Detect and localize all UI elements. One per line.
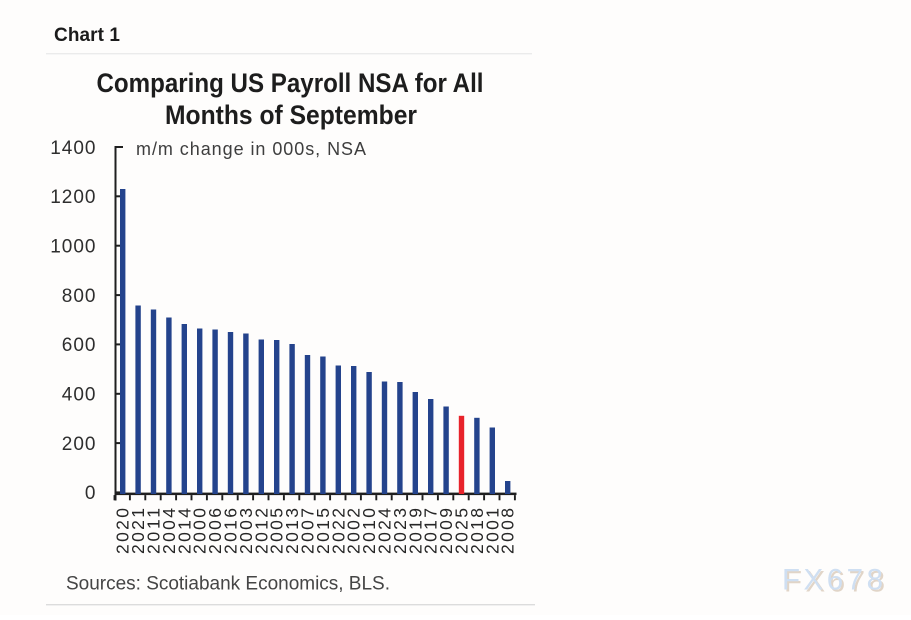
svg-text:Months of September: Months of September xyxy=(165,100,417,130)
svg-text:1000: 1000 xyxy=(50,237,96,258)
svg-text:Chart 1: Chart 1 xyxy=(54,25,120,46)
svg-text:600: 600 xyxy=(62,335,97,356)
svg-text:Comparing US Payroll NSA for A: Comparing US Payroll NSA for All xyxy=(97,68,484,98)
svg-text:0: 0 xyxy=(85,483,97,504)
svg-text:1200: 1200 xyxy=(50,187,96,208)
svg-text:400: 400 xyxy=(62,385,97,406)
svg-text:m/m change in 000s, NSA: m/m change in 000s, NSA xyxy=(136,139,366,159)
svg-text:800: 800 xyxy=(62,286,97,307)
svg-text:FX678: FX678 xyxy=(784,566,885,599)
svg-text:Sources: Scotiabank Economics,: Sources: Scotiabank Economics, BLS. xyxy=(66,574,390,595)
svg-text:FX678: FX678 xyxy=(782,564,883,597)
svg-text:200: 200 xyxy=(62,434,97,455)
svg-text:1400: 1400 xyxy=(50,138,96,159)
